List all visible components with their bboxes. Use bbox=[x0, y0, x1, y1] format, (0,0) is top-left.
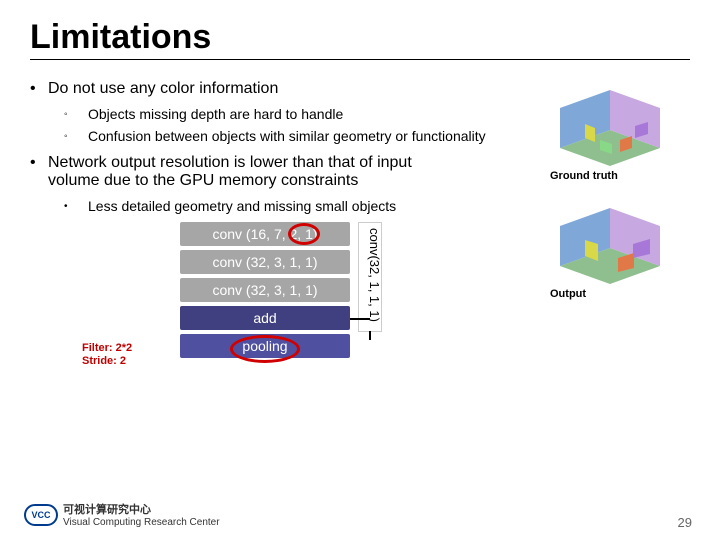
title-rule bbox=[30, 59, 690, 60]
bullet-2-text: Network output resolution is lower than … bbox=[48, 154, 438, 190]
output-label: Output bbox=[550, 288, 690, 300]
add-layer: add bbox=[180, 306, 350, 330]
logo-badge: VCC bbox=[24, 504, 58, 526]
bullet-dot: • bbox=[30, 80, 48, 98]
bullet-1: • Do not use any color information bbox=[30, 80, 550, 98]
conv-layer-3: conv (32, 3, 1, 1) bbox=[180, 278, 350, 302]
network-diagram: conv (16, 7, 2, 1) conv (32, 3, 1, 1) co… bbox=[180, 222, 550, 358]
side-conv-label: conv(32, 1, 1, 1) bbox=[358, 228, 382, 322]
bullet-dot: • bbox=[30, 154, 48, 190]
bullet-1a-text: Objects missing depth are hard to handle bbox=[88, 106, 343, 122]
bullet-2: • Network output resolution is lower tha… bbox=[30, 154, 550, 190]
bullet-ring: ◦ bbox=[64, 128, 88, 144]
filter-stride-label: Filter: 2*2 Stride: 2 bbox=[82, 342, 132, 368]
conv-layer-1: conv (16, 7, 2, 1) bbox=[180, 222, 350, 246]
arrow-line bbox=[369, 331, 371, 340]
logo-english: Visual Computing Research Center bbox=[63, 517, 220, 528]
arrow-line bbox=[350, 318, 370, 320]
slide-title: Limitations bbox=[30, 18, 690, 57]
voxel-ground-truth bbox=[550, 78, 670, 168]
footer-logo: VCC 可视计算研究中心 Visual Computing Research C… bbox=[24, 501, 220, 528]
bullet-ring: ◦ bbox=[64, 106, 88, 122]
highlight-circle-2 bbox=[230, 335, 300, 363]
highlight-circle-1 bbox=[288, 223, 320, 245]
bullet-1a: ◦ Objects missing depth are hard to hand… bbox=[64, 106, 550, 122]
filter-line-2: Stride: 2 bbox=[82, 355, 132, 368]
voxel-output bbox=[550, 196, 670, 286]
conv-layer-2: conv (32, 3, 1, 1) bbox=[180, 250, 350, 274]
page-number: 29 bbox=[678, 515, 692, 530]
bullet-1b: ◦ Confusion between objects with similar… bbox=[64, 128, 550, 144]
bullet-1-text: Do not use any color information bbox=[48, 80, 278, 98]
bullet-1b-text: Confusion between objects with similar g… bbox=[88, 128, 486, 144]
bullet-2a: • Less detailed geometry and missing sma… bbox=[64, 198, 550, 214]
bullet-2a-text: Less detailed geometry and missing small… bbox=[88, 198, 396, 214]
logo-chinese: 可视计算研究中心 bbox=[63, 501, 220, 517]
filter-line-1: Filter: 2*2 bbox=[82, 342, 132, 355]
ground-truth-label: Ground truth bbox=[550, 170, 690, 182]
bullet-dot-small: • bbox=[64, 198, 88, 214]
